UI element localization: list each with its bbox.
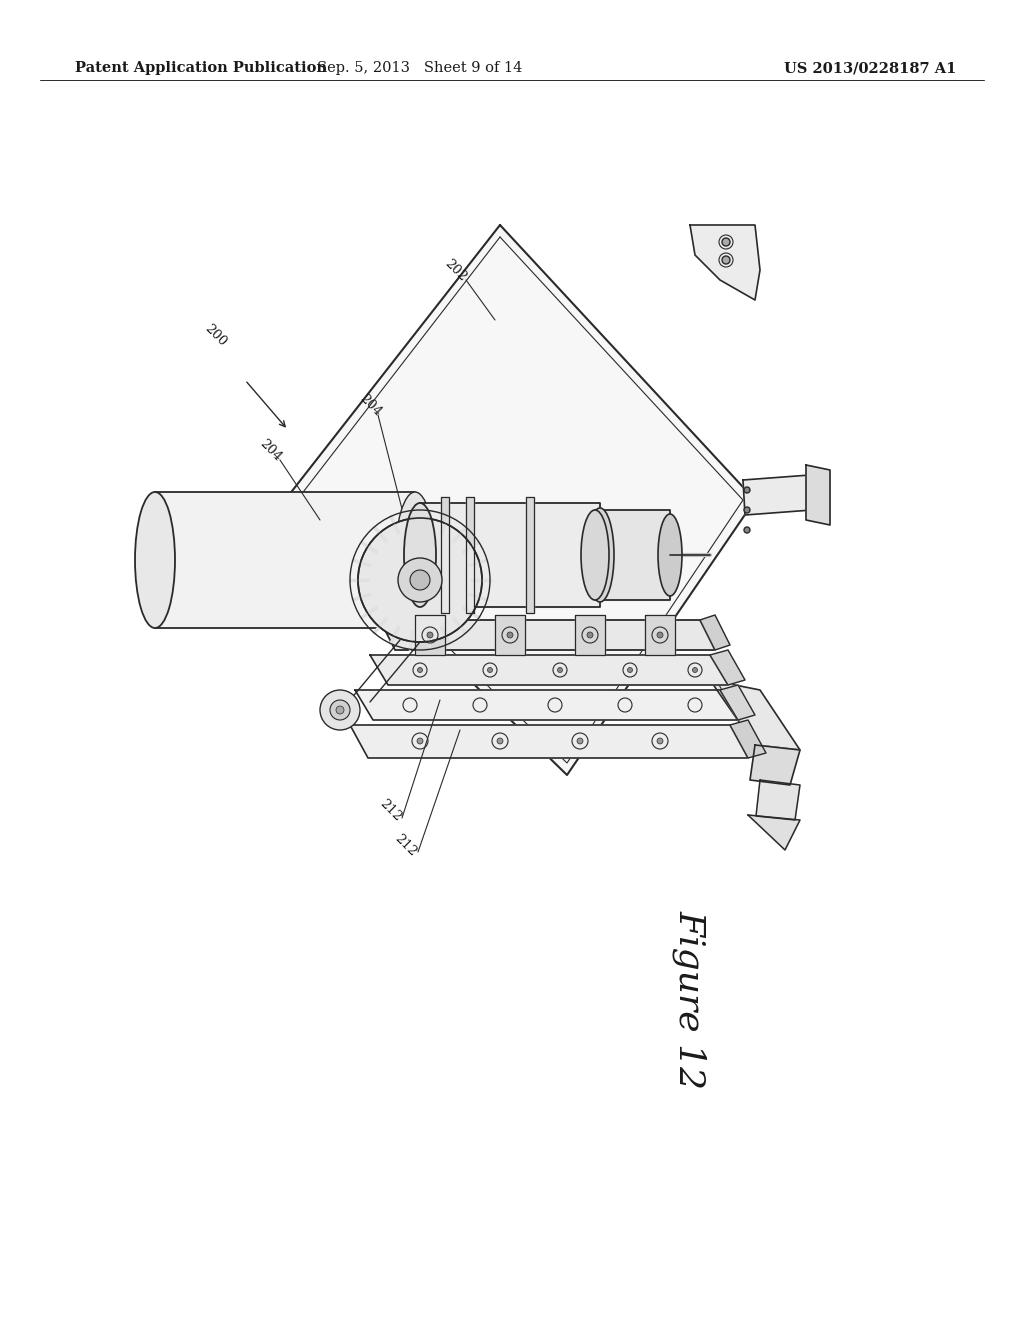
Polygon shape	[495, 615, 525, 655]
Circle shape	[319, 690, 360, 730]
Text: Patent Application Publication: Patent Application Publication	[75, 61, 327, 75]
Circle shape	[692, 668, 697, 672]
Circle shape	[427, 632, 433, 638]
Polygon shape	[645, 615, 675, 655]
Circle shape	[507, 632, 513, 638]
Polygon shape	[806, 465, 830, 525]
Circle shape	[744, 507, 750, 513]
Circle shape	[410, 570, 430, 590]
Circle shape	[628, 668, 633, 672]
Polygon shape	[595, 510, 670, 601]
Circle shape	[418, 668, 423, 672]
Polygon shape	[756, 780, 800, 820]
Polygon shape	[415, 615, 445, 655]
Circle shape	[657, 632, 663, 638]
Text: 202: 202	[441, 256, 468, 284]
Polygon shape	[710, 680, 800, 750]
Ellipse shape	[658, 513, 682, 597]
Text: 200: 200	[202, 322, 228, 348]
Polygon shape	[355, 690, 738, 719]
Circle shape	[577, 738, 583, 744]
Polygon shape	[690, 224, 760, 300]
Polygon shape	[526, 498, 534, 612]
Polygon shape	[730, 719, 766, 758]
Circle shape	[557, 668, 562, 672]
Circle shape	[744, 527, 750, 533]
Circle shape	[497, 738, 503, 744]
Ellipse shape	[404, 503, 436, 607]
Circle shape	[722, 238, 730, 246]
Polygon shape	[350, 725, 748, 758]
Text: Figure 12: Figure 12	[673, 911, 708, 1089]
Polygon shape	[441, 498, 449, 612]
Circle shape	[330, 700, 350, 719]
Circle shape	[417, 738, 423, 744]
Text: 212: 212	[377, 796, 403, 824]
Polygon shape	[743, 475, 812, 515]
Text: 298: 298	[725, 696, 745, 725]
Ellipse shape	[395, 492, 435, 628]
Text: 204: 204	[356, 392, 383, 418]
Circle shape	[722, 256, 730, 264]
Circle shape	[744, 487, 750, 492]
Text: 212: 212	[391, 832, 419, 858]
Ellipse shape	[581, 510, 609, 601]
Polygon shape	[420, 503, 600, 607]
Text: 204: 204	[257, 437, 284, 463]
Polygon shape	[466, 498, 474, 612]
Text: US 2013/0228187 A1: US 2013/0228187 A1	[783, 61, 956, 75]
Text: Sep. 5, 2013   Sheet 9 of 14: Sep. 5, 2013 Sheet 9 of 14	[317, 61, 522, 75]
Circle shape	[487, 668, 493, 672]
Circle shape	[336, 706, 344, 714]
Ellipse shape	[586, 508, 614, 602]
Polygon shape	[285, 224, 755, 775]
Polygon shape	[750, 744, 800, 785]
Circle shape	[587, 632, 593, 638]
Polygon shape	[155, 492, 415, 628]
Circle shape	[358, 517, 482, 642]
Polygon shape	[748, 814, 800, 850]
Polygon shape	[720, 685, 755, 719]
Polygon shape	[710, 649, 745, 685]
Ellipse shape	[135, 492, 175, 628]
Polygon shape	[575, 615, 605, 655]
Polygon shape	[700, 615, 730, 649]
Circle shape	[657, 738, 663, 744]
Polygon shape	[380, 620, 715, 649]
Polygon shape	[370, 655, 728, 685]
Circle shape	[398, 558, 442, 602]
